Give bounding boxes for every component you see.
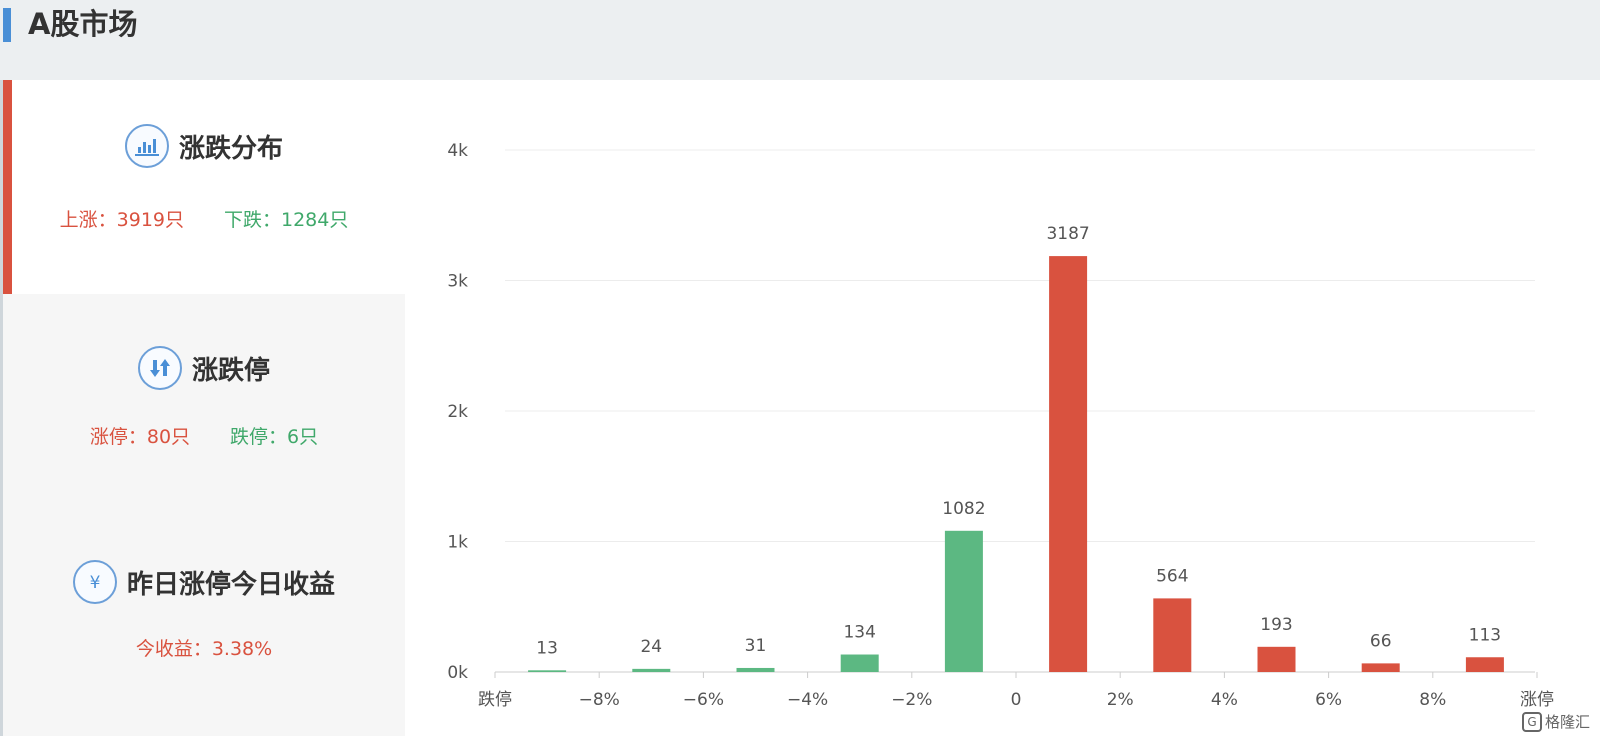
limit-down-count: 跌停：6只 — [230, 426, 319, 448]
bar — [528, 670, 567, 672]
bar — [1465, 657, 1504, 672]
watermark: G 格隆汇 — [1521, 711, 1590, 732]
data-label: 3187 — [1046, 224, 1089, 244]
card-title: 涨跌分布 — [178, 133, 283, 164]
left-border — [0, 80, 3, 736]
card-distribution[interactable]: 涨跌分布 上涨：3919只 下跌：1284只 — [3, 80, 405, 294]
x-tick-label: 4% — [1211, 690, 1238, 710]
x-tick-label: 2% — [1107, 690, 1134, 710]
card-yesterday-limit-up[interactable]: ¥ 昨日涨停今日收益 今收益：3.38% — [3, 508, 405, 736]
x-tick-label: 8% — [1419, 690, 1446, 710]
bar — [1049, 256, 1088, 672]
x-tick-label: 跌停 — [478, 690, 512, 710]
data-label: 564 — [1156, 566, 1188, 586]
page-title: A股市场 — [28, 7, 138, 41]
yen-icon: ¥ — [72, 560, 117, 604]
y-tick-label: 0k — [447, 663, 468, 683]
bar — [1361, 663, 1400, 672]
data-label: 24 — [640, 637, 662, 657]
bar — [1153, 598, 1192, 672]
chart-svg: 0k 1k 2k 3k 4k 跌停 −8% −6% −4% −2% 0 2% 4% 6% 8% 涨停 13 24 3… — [447, 141, 1554, 710]
x-tick-label: −6% — [683, 690, 724, 710]
bar-chart-icon — [124, 124, 169, 168]
limit-up-count: 涨停：80只 — [89, 426, 191, 448]
svg-text:¥: ¥ — [90, 573, 101, 593]
bar — [632, 668, 671, 672]
y-tick-label: 3k — [447, 272, 468, 292]
up-count: 上涨：3919只 — [59, 209, 184, 231]
logo-icon: G — [1521, 711, 1542, 732]
up-down-arrows-icon — [137, 346, 182, 390]
bar — [944, 530, 983, 672]
data-label: 31 — [745, 636, 767, 656]
watermark-text: 格隆汇 — [1544, 713, 1590, 731]
x-tick-label: 涨停 — [1520, 690, 1554, 710]
data-label: 1082 — [942, 499, 985, 519]
card-title: 昨日涨停今日收益 — [126, 569, 335, 600]
data-label: 134 — [843, 623, 875, 643]
data-label: 193 — [1260, 615, 1292, 635]
x-tick-label: −2% — [891, 690, 932, 710]
bar — [1257, 646, 1296, 672]
data-label: 66 — [1370, 631, 1392, 651]
distribution-chart: 0k 1k 2k 3k 4k 跌停 −8% −6% −4% −2% 0 2% 4% 6% 8% 涨停 13 24 3… — [405, 80, 1600, 736]
data-label: 113 — [1469, 625, 1501, 645]
x-tick-label: −8% — [579, 690, 620, 710]
bar — [736, 667, 775, 672]
y-tick-label: 1k — [447, 533, 468, 553]
card-title: 涨跌停 — [191, 355, 270, 386]
card-limit[interactable]: 涨跌停 涨停：80只 跌停：6只 — [3, 294, 405, 508]
x-tick-label: −4% — [787, 690, 828, 710]
header-accent-bar — [3, 8, 11, 42]
data-label: 13 — [536, 638, 558, 658]
x-tick-label: 0 — [1011, 690, 1022, 710]
active-marker — [3, 80, 12, 294]
down-count: 下跌：1284只 — [224, 209, 349, 231]
bar — [840, 654, 879, 672]
page-header: A股市场 — [0, 0, 1600, 80]
y-tick-label: 4k — [447, 141, 468, 161]
x-tick-label: 6% — [1315, 690, 1342, 710]
y-tick-label: 2k — [447, 402, 468, 422]
today-return: 今收益：3.38% — [135, 638, 273, 660]
